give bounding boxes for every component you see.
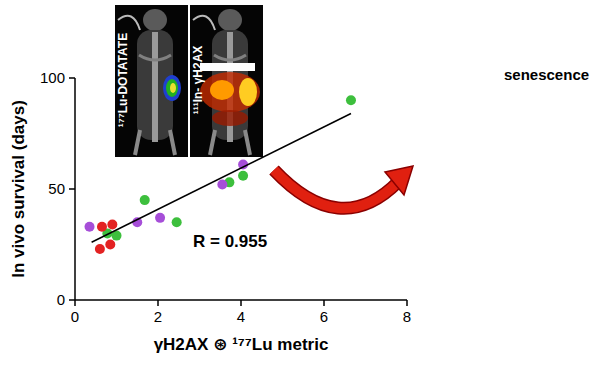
arrow-outline [274, 170, 398, 208]
inset-bar [200, 63, 255, 71]
inset-legs [135, 130, 175, 155]
inset-label: ¹⁷⁷Lu-DOTATATE [116, 33, 130, 127]
x-tick [323, 300, 325, 306]
arrow [274, 166, 413, 208]
y-tick-label: 100 [40, 69, 65, 86]
x-tick [74, 300, 76, 306]
x-tick-label: 0 [71, 308, 79, 325]
inset-tumor [170, 83, 176, 93]
senescence-label: senescence [504, 66, 589, 83]
x-tick-label: 4 [237, 308, 245, 325]
chart: ¹⁷⁷Lu-DOTATATE ¹¹¹In- γH2AX 0 2 4 6 8 0 50 100 γH2… [0, 0, 600, 373]
scatter-point [105, 240, 115, 250]
x-tick [240, 300, 242, 306]
x-tick-label: 2 [154, 308, 162, 325]
inset-tube [193, 16, 215, 30]
x-tick-label: 8 [403, 308, 411, 325]
inset-image: ¹¹¹In- γH2AX [190, 5, 263, 157]
inset-bg [115, 5, 188, 157]
inset-uptake [200, 72, 260, 112]
inset-uptake [212, 110, 248, 126]
inset-image: ¹⁷⁷Lu-DOTATATE [115, 5, 188, 157]
scatter-point [238, 171, 248, 181]
inset-label: ¹¹¹In- γH2AX [191, 46, 205, 115]
x-axis-label: γH2AX ⊛ ¹⁷⁷Lu metric [154, 335, 329, 354]
inset-uptake [239, 78, 257, 106]
scatter-point [346, 95, 356, 105]
y-tick [69, 299, 75, 301]
scatter-point [95, 244, 105, 254]
inset-tube [118, 16, 140, 30]
inset-legs [210, 130, 250, 155]
inset-tumor [166, 79, 178, 97]
scatter-point [85, 222, 95, 232]
x-tick-label: 6 [320, 308, 328, 325]
y-tick-label: 50 [48, 180, 65, 197]
inset-uptake [210, 80, 234, 100]
arrow-body [274, 170, 398, 208]
inset-spine [152, 32, 158, 142]
inset-ribs [139, 55, 171, 60]
y-tick [69, 188, 75, 190]
inset-bg [190, 5, 263, 157]
y-tick-label: 0 [57, 291, 65, 308]
marks [85, 95, 356, 254]
scatter-point [217, 180, 227, 190]
y-tick [69, 77, 75, 79]
scatter-point [107, 220, 117, 230]
scatter-point [97, 222, 107, 232]
scatter-point [155, 213, 165, 223]
fit-line [92, 114, 351, 243]
axes: 0 2 4 6 8 0 50 100 [40, 69, 411, 325]
inset-head [143, 9, 167, 31]
scatter-point [140, 195, 150, 205]
inset-ribs [214, 55, 246, 60]
x-tick [406, 300, 408, 306]
y-axis-label: In vivo survival (days) [9, 100, 28, 278]
inset-tumor [163, 75, 181, 101]
x-tick [157, 300, 159, 306]
r-annotation: R = 0.955 [193, 232, 267, 251]
scatter-point [172, 217, 182, 227]
inset-head [218, 9, 242, 31]
arrow-head [385, 166, 413, 195]
